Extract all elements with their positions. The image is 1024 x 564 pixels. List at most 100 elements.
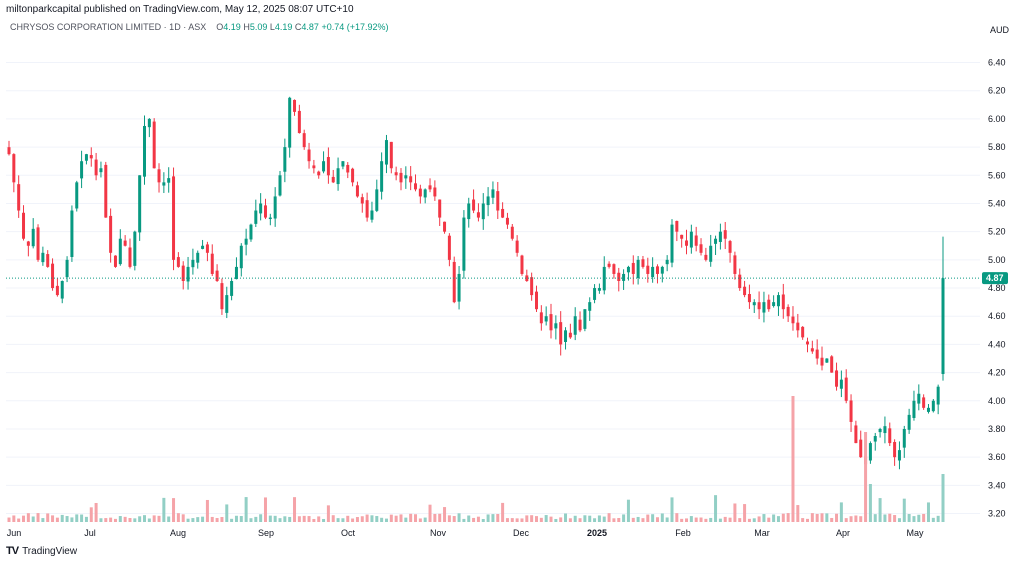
y-tick-label: 5.60 xyxy=(988,170,1006,180)
candle-body xyxy=(520,255,524,274)
publisher-line: miltonparkcapital published on TradingVi… xyxy=(6,4,354,15)
candle-body xyxy=(549,314,553,331)
volume-bar xyxy=(51,515,55,522)
volume-bar xyxy=(830,517,834,522)
volume-bar xyxy=(534,516,538,522)
volume-bar xyxy=(433,513,437,522)
volume-bar xyxy=(249,518,253,522)
volume-bar xyxy=(46,513,50,522)
candle-body xyxy=(162,182,166,186)
volume-bar xyxy=(239,516,243,522)
volume-bar xyxy=(481,518,485,522)
candle-body xyxy=(230,281,234,296)
volume-bar xyxy=(89,507,93,522)
currency-label: AUD xyxy=(990,25,1010,35)
x-tick-label: Jul xyxy=(84,528,96,538)
candle-body xyxy=(912,400,916,418)
candle-body xyxy=(597,288,601,291)
volume-bar xyxy=(462,518,466,522)
volume-bar xyxy=(254,516,258,522)
y-tick-label: 4.00 xyxy=(988,396,1006,406)
candle-body xyxy=(26,241,30,246)
volume-bar xyxy=(544,515,548,522)
volume-bar xyxy=(602,516,606,522)
tradingview-brand[interactable]: TV TradingView xyxy=(6,545,77,557)
volume-bar xyxy=(505,518,509,522)
volume-bar xyxy=(680,518,684,522)
volume-bar xyxy=(428,504,432,522)
candle-body xyxy=(312,165,316,169)
volume-bar xyxy=(215,518,219,522)
candle-body xyxy=(186,266,190,282)
legend-symbol[interactable]: CHRYSOS CORPORATION LIMITED · 1D · ASX xyxy=(10,22,207,32)
volume-bar xyxy=(670,497,674,522)
candle-body xyxy=(931,400,935,412)
volume-bar xyxy=(167,516,171,522)
candle-body xyxy=(389,141,393,169)
x-tick-label: Nov xyxy=(430,528,447,538)
volume-bar xyxy=(394,515,398,522)
volume-bar xyxy=(776,516,780,522)
volume-bar xyxy=(360,516,364,522)
volume-bar xyxy=(554,518,558,522)
candle-body xyxy=(564,330,568,343)
tradingview-logo-icon: TV xyxy=(6,545,19,557)
volume-bar xyxy=(612,518,616,522)
candle-body xyxy=(278,175,282,196)
volume-bar xyxy=(520,518,524,522)
volume-bar xyxy=(525,515,529,522)
volume-bar xyxy=(234,515,238,522)
candle-body xyxy=(157,169,161,183)
candle-body xyxy=(544,316,548,322)
legend-high-label: H xyxy=(243,22,250,32)
volume-bar xyxy=(138,516,142,522)
volume-bar xyxy=(883,514,887,522)
candle-body xyxy=(118,238,122,265)
volume-bar xyxy=(510,518,514,522)
y-tick-label: 5.40 xyxy=(988,198,1006,208)
candle-body xyxy=(472,199,476,211)
volume-bar xyxy=(926,502,930,522)
volume-bar xyxy=(844,518,848,522)
volume-bar xyxy=(346,515,350,522)
volume-bar xyxy=(176,513,180,522)
volume-bar xyxy=(133,518,137,522)
candle-body xyxy=(31,228,35,247)
candle-body xyxy=(225,295,229,313)
volume-bar xyxy=(578,518,582,522)
candle-body xyxy=(941,278,945,375)
volume-bar xyxy=(835,513,839,522)
volume-bar xyxy=(854,515,858,522)
candle-body xyxy=(302,133,306,148)
volume-bar xyxy=(931,517,935,522)
volume-bar xyxy=(651,514,655,522)
volume-bar xyxy=(515,518,519,522)
candle-body xyxy=(709,245,713,262)
candle-body xyxy=(786,306,790,317)
candle-body xyxy=(839,379,843,389)
candle-body xyxy=(622,273,626,281)
candle-body xyxy=(743,286,747,296)
candle-body xyxy=(501,208,505,218)
volume-bar xyxy=(718,518,722,522)
volume-bar xyxy=(825,513,829,522)
legend-open-value: 4.19 xyxy=(223,22,241,32)
volume-bar xyxy=(196,517,200,522)
volume-bar xyxy=(384,518,388,522)
candle-body xyxy=(776,295,780,307)
volume-bar xyxy=(820,513,824,522)
volume-bar xyxy=(225,504,229,522)
candle-body xyxy=(568,332,572,338)
candle-body xyxy=(704,254,708,260)
volume-bar xyxy=(772,514,776,522)
candle-body xyxy=(457,273,461,302)
volume-bar xyxy=(728,517,732,522)
volume-bar xyxy=(181,514,185,522)
candle-body xyxy=(249,224,253,240)
candle-body xyxy=(70,210,74,257)
candle-body xyxy=(423,189,427,198)
volume-bar xyxy=(893,515,897,522)
volume-bar xyxy=(370,515,374,522)
volume-bar xyxy=(263,497,267,522)
